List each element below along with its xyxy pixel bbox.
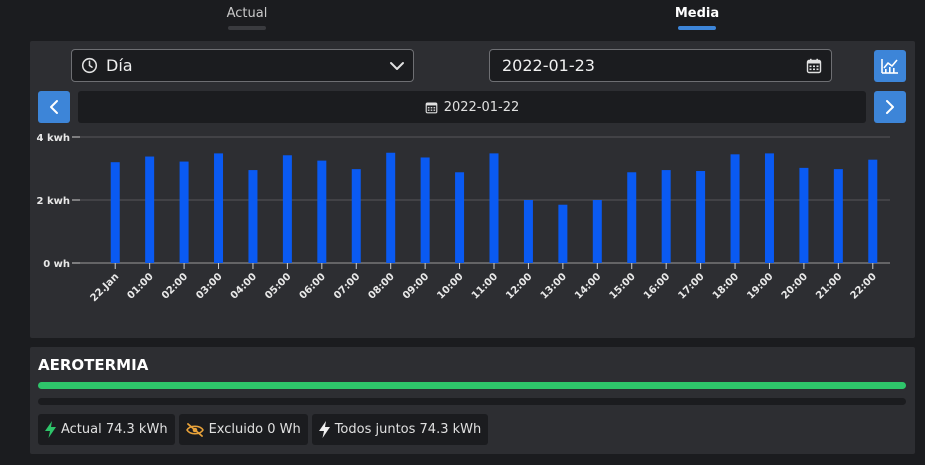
- period-select-value: Día: [106, 56, 133, 75]
- next-day-button[interactable]: [874, 91, 906, 123]
- bar: [764, 153, 774, 263]
- total-chip: Todos juntos 74.3 kWh: [311, 414, 489, 445]
- bar: [248, 170, 258, 263]
- chart-panel: Día 2022-01-23: [30, 41, 915, 338]
- calendar-small-icon: [425, 101, 438, 113]
- bar: [558, 204, 568, 263]
- tab-media[interactable]: Media: [672, 6, 722, 30]
- actual-chip: Actual 74.3 kWh: [38, 414, 175, 445]
- x-tick-label: 22.Jan: [89, 271, 122, 304]
- x-tick-label: 21:00: [814, 271, 844, 301]
- x-tick-label: 16:00: [642, 271, 672, 301]
- x-tick-label: 20:00: [780, 271, 810, 301]
- bar: [282, 155, 292, 263]
- bar: [661, 170, 671, 263]
- actual-chip-label: Actual 74.3 kWh: [61, 422, 168, 437]
- y-tick-label: 0 wh: [43, 259, 70, 270]
- x-tick-label: 10:00: [435, 271, 465, 301]
- summary-panel: AEROTERMIA Actual 74.3 kWh Excluido 0 Wh…: [30, 347, 915, 454]
- bar: [420, 157, 430, 263]
- primary-progress-bar: [38, 382, 906, 389]
- x-tick-label: 13:00: [539, 271, 569, 301]
- tab-actual-label: Actual: [226, 6, 268, 21]
- tab-actual-underline: [228, 26, 266, 30]
- bar: [145, 156, 155, 263]
- x-tick-label: 09:00: [401, 271, 431, 301]
- bar: [110, 162, 120, 263]
- x-tick-label: 19:00: [745, 271, 775, 301]
- x-tick-label: 06:00: [298, 271, 328, 301]
- calendar-icon[interactable]: [806, 58, 822, 74]
- y-tick-label: 2 kwh: [37, 196, 70, 207]
- x-tick-label: 05:00: [263, 271, 293, 301]
- x-tick-label: 18:00: [711, 271, 741, 301]
- x-tick-label: 14:00: [573, 271, 603, 301]
- bar: [730, 154, 740, 263]
- bar: [489, 153, 499, 263]
- x-tick-label: 02:00: [160, 271, 190, 301]
- area-chart-icon: [881, 59, 898, 74]
- energy-bar-chart: 0 wh 2 kwh 4 kwh 22.Jan 01:00 02:00 03:00 04:00…: [37, 133, 890, 304]
- date-input[interactable]: 2022-01-23: [489, 49, 832, 82]
- bar: [833, 169, 843, 263]
- tab-actual[interactable]: Actual: [226, 6, 268, 30]
- chart-type-button[interactable]: [874, 50, 906, 82]
- total-chip-label: Todos juntos 74.3 kWh: [334, 422, 482, 437]
- bar: [696, 171, 706, 263]
- bar: [627, 172, 637, 263]
- x-tick-label: 17:00: [676, 271, 706, 301]
- bar: [868, 159, 878, 263]
- bar: [351, 169, 361, 263]
- bolt-green-icon: [45, 421, 56, 438]
- range-date-display: 2022-01-22: [78, 91, 866, 123]
- chevron-down-icon: [390, 62, 404, 70]
- bar: [799, 167, 809, 263]
- period-select[interactable]: Día: [71, 49, 414, 82]
- chevron-right-icon: [886, 100, 894, 114]
- previous-day-button[interactable]: [38, 91, 70, 123]
- x-tick-label: 04:00: [229, 271, 259, 301]
- x-tick-label: 01:00: [125, 271, 155, 301]
- x-tick-label: 12:00: [504, 271, 534, 301]
- view-tabs: Actual Media: [0, 0, 925, 38]
- x-tick-label: 22:00: [849, 271, 879, 301]
- date-input-value: 2022-01-23: [502, 56, 595, 75]
- bar: [523, 200, 533, 263]
- bar: [317, 160, 327, 263]
- excluded-chip: Excluido 0 Wh: [178, 414, 308, 445]
- bar: [592, 200, 602, 263]
- x-tick-label: 15:00: [608, 271, 638, 301]
- tab-media-label: Media: [674, 6, 720, 21]
- secondary-progress-track: [38, 398, 906, 405]
- x-tick-label: 03:00: [194, 271, 224, 301]
- x-tick-label: 08:00: [367, 271, 397, 301]
- bolt-white-icon: [318, 421, 330, 438]
- eye-slash-icon: [185, 422, 204, 437]
- x-tick-label: 07:00: [332, 271, 362, 301]
- range-date-text: 2022-01-22: [443, 99, 520, 115]
- y-tick-label: 4 kwh: [37, 133, 70, 144]
- clock-icon: [81, 57, 98, 74]
- summary-title: AEROTERMIA: [38, 356, 149, 374]
- tab-media-underline: [678, 26, 716, 30]
- excluded-chip-label: Excluido 0 Wh: [208, 422, 301, 437]
- chevron-left-icon: [50, 100, 58, 114]
- bar: [455, 172, 465, 263]
- bar: [214, 153, 224, 263]
- bar: [386, 152, 396, 263]
- bar: [179, 161, 189, 263]
- x-tick-label: 11:00: [470, 271, 500, 301]
